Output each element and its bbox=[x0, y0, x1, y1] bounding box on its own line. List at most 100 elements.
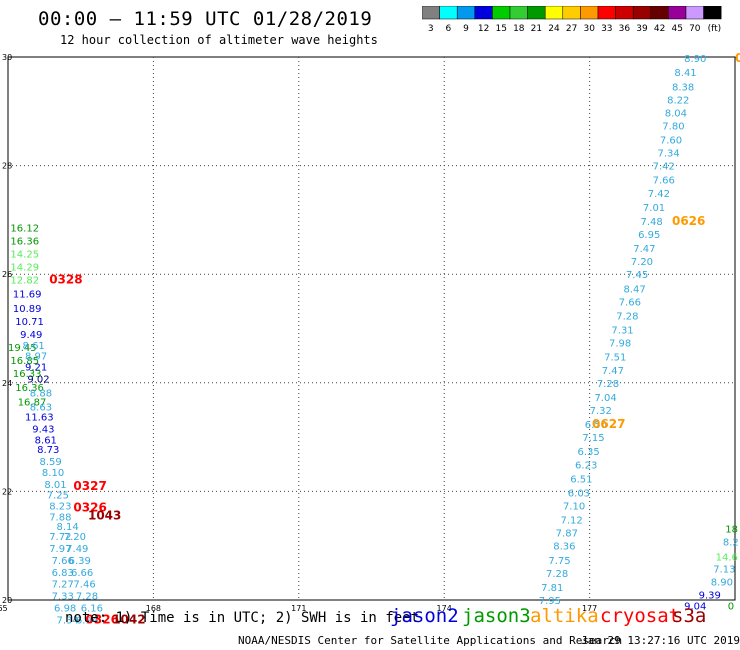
wave-height-label: 9.04 bbox=[684, 601, 706, 612]
wave-height-label: 8.63 bbox=[30, 403, 52, 414]
page-subtitle: 12 hour collection of altimeter wave hei… bbox=[60, 33, 378, 47]
wave-height-label: 8.14 bbox=[56, 522, 78, 533]
wave-height-label: 14.29 bbox=[10, 263, 39, 274]
pass-time-label: 0326 bbox=[86, 613, 119, 627]
wave-height-label: 16.36 bbox=[15, 383, 44, 394]
wave-height-label: 6.39 bbox=[69, 556, 91, 567]
wave-height-label: 7.32 bbox=[590, 406, 612, 417]
wave-height-label: 7.42 bbox=[653, 162, 675, 173]
wave-height-label: 8.97 bbox=[25, 352, 47, 363]
wave-height-label: 8.47 bbox=[624, 284, 646, 295]
legend-label: (ft) bbox=[708, 24, 722, 34]
wave-height-label: 7.34 bbox=[657, 149, 679, 160]
wave-height-label: 7.04 bbox=[594, 393, 616, 404]
units-note: note: 1) Time is in UTC; 2) SWH is in fe… bbox=[65, 610, 420, 626]
legend-label: 15 bbox=[495, 24, 506, 34]
lat-tick-label: 24 bbox=[2, 379, 12, 388]
wave-height-label: 6.50 bbox=[585, 420, 607, 431]
lon-tick-label: 165 bbox=[0, 604, 8, 613]
wave-height-label: 7.48 bbox=[640, 217, 662, 228]
wave-height-label: 7.34 bbox=[56, 616, 78, 627]
satellite-jason3: jason3 bbox=[462, 605, 531, 627]
wave-height-label: 7.27 bbox=[52, 580, 74, 591]
wave-height-label: 16.87 bbox=[18, 397, 47, 408]
legend-swatch bbox=[703, 6, 722, 20]
wave-height-label: 7.28 bbox=[76, 592, 98, 603]
wave-height-label: 6.94 bbox=[76, 616, 98, 627]
lat-tick-label: 28 bbox=[2, 162, 12, 171]
pass-time-label: 0327 bbox=[73, 479, 106, 493]
lat-tick-label: 30 bbox=[2, 53, 12, 62]
pass-time-label: 0626 bbox=[672, 214, 705, 228]
lon-tick-label: 168 bbox=[146, 604, 161, 613]
wave-height-label: 8.10 bbox=[42, 468, 64, 479]
wave-height-label: 8.59 bbox=[40, 457, 62, 468]
wave-height-label: 8.04 bbox=[665, 108, 687, 119]
legend-label: 18 bbox=[513, 24, 525, 34]
wave-height-label: 6.98 bbox=[54, 604, 76, 615]
wave-height-label: 11.63 bbox=[25, 412, 54, 423]
wave-height-label: 8.41 bbox=[674, 68, 696, 79]
wave-height-label: 7.25 bbox=[47, 491, 69, 502]
wave-height-label: 8.61 bbox=[35, 435, 57, 446]
wave-height-label: 7.95 bbox=[539, 596, 561, 607]
lon-tick-label: 177 bbox=[582, 604, 597, 613]
wave-height-label: 0 bbox=[728, 601, 734, 612]
wave-height-label: 8.36 bbox=[553, 542, 575, 553]
legend-label: 21 bbox=[531, 24, 542, 34]
lon-tick-label: 174 bbox=[437, 604, 452, 613]
legend-label: 42 bbox=[654, 24, 665, 34]
wave-height-label: 7.42 bbox=[648, 189, 670, 200]
wave-height-label: 7.75 bbox=[548, 556, 570, 567]
wave-height-label: 6.23 bbox=[575, 460, 597, 471]
wave-height-label: 16.12 bbox=[10, 224, 39, 235]
wave-height-label: 6.66 bbox=[71, 568, 93, 579]
wave-height-label: 8.90 bbox=[711, 578, 733, 589]
wave-height-label: 7.12 bbox=[561, 516, 583, 527]
legend-label: 39 bbox=[636, 24, 648, 34]
wave-height-label: 7.15 bbox=[582, 433, 604, 444]
wave-height-label: 6.83 bbox=[52, 568, 74, 579]
wave-height-label: 7.97 bbox=[49, 544, 71, 555]
legend-label: 33 bbox=[601, 24, 612, 34]
legend-label: 30 bbox=[583, 24, 595, 34]
page-title: 00:00 – 11:59 UTC 01/28/2019 bbox=[38, 8, 373, 30]
pass-time-label: 1043 bbox=[88, 508, 121, 522]
legend-label: 45 bbox=[671, 24, 682, 34]
legend-label: 24 bbox=[548, 24, 560, 34]
legend-label: 6 bbox=[446, 24, 452, 34]
wave-height-label: 7.20 bbox=[64, 532, 86, 543]
pass-time-label: 0328 bbox=[49, 273, 82, 287]
wave-height-label: 9.43 bbox=[32, 424, 54, 435]
wave-height-label: 8.2 bbox=[723, 537, 739, 548]
pass-time-label: 0326 bbox=[73, 501, 106, 515]
footer-date: Jan 29 13:27:16 UTC 2019 bbox=[581, 634, 740, 647]
satellite-jason2: jason2 bbox=[390, 605, 459, 627]
wave-height-label: 7.10 bbox=[563, 502, 585, 513]
wave-height-label: 7.33 bbox=[52, 592, 74, 603]
legend-label: 36 bbox=[619, 24, 631, 34]
wave-height-label: 12.82 bbox=[10, 276, 39, 287]
wave-height-label: 6.51 bbox=[570, 474, 592, 485]
wave-height-label: 7.31 bbox=[611, 326, 633, 337]
wave-height-label: 7.47 bbox=[633, 244, 655, 255]
wave-height-label: 7.49 bbox=[66, 544, 88, 555]
lat-tick-label: 26 bbox=[2, 270, 12, 279]
wave-height-label: 7.66 bbox=[619, 297, 641, 308]
wave-height-label: 8.38 bbox=[672, 82, 694, 93]
wave-height-label: 7.46 bbox=[73, 580, 95, 591]
lon-tick-label: 171 bbox=[291, 604, 306, 613]
legend-label: 27 bbox=[566, 24, 577, 34]
satellite-s3a: s3a bbox=[672, 605, 707, 627]
pass-time-label: 1042 bbox=[112, 613, 145, 627]
wave-height-label: 8.23 bbox=[49, 502, 71, 513]
wave-height-label: 10.89 bbox=[13, 304, 42, 315]
wave-height-label: 18 bbox=[725, 524, 738, 535]
satellite-altika: altika bbox=[530, 605, 599, 627]
lat-tick-label: 20 bbox=[2, 596, 12, 605]
wave-height-label: 7.66 bbox=[52, 556, 74, 567]
wave-height-label: 14.6 bbox=[716, 553, 738, 564]
wave-height-label: 7.51 bbox=[604, 353, 626, 364]
map-frame bbox=[7, 56, 736, 601]
